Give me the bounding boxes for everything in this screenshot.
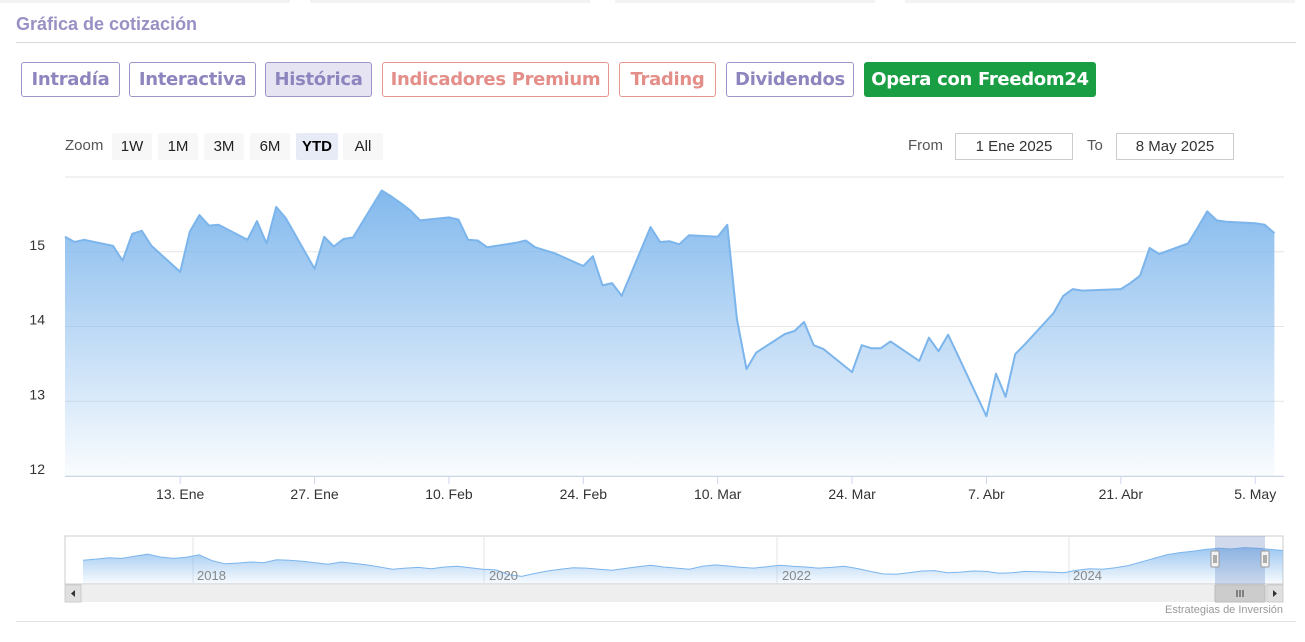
x-tick-label: 27. Ene	[290, 486, 338, 502]
chart-credit[interactable]: Estrategias de Inversión	[1164, 604, 1283, 616]
x-tick-label: 10. Feb	[425, 486, 473, 502]
from-label: From	[908, 137, 943, 154]
bottom-divider	[16, 621, 1296, 622]
navigator-year-label: 2018	[197, 568, 226, 583]
zoom-all-button[interactable]: All	[343, 133, 383, 160]
tab-trading[interactable]: Trading	[619, 62, 716, 97]
navigator-selection[interactable]	[1215, 536, 1265, 584]
opera-freedom24-button[interactable]: Opera con Freedom24	[864, 62, 1096, 97]
navigator-line	[82, 547, 1284, 577]
y-tick-label: 13	[29, 386, 45, 402]
zoom-ytd-button[interactable]: YTD	[296, 133, 338, 160]
tab-intradia[interactable]: Intradía	[21, 62, 120, 97]
title-divider	[16, 42, 1296, 43]
navigator-year-label: 2020	[489, 568, 518, 583]
zoom-1w-button[interactable]: 1W	[112, 133, 152, 160]
tab-indicadores-premium[interactable]: Indicadores Premium	[382, 62, 609, 97]
navigator-year-label: 2024	[1073, 568, 1102, 583]
price-area	[65, 190, 1275, 476]
x-tick-label: 7. Abr	[968, 486, 1005, 502]
zoom-6m-button[interactable]: 6M	[250, 133, 290, 160]
y-tick-label: 12	[29, 461, 45, 477]
x-tick-label: 21. Abr	[1099, 486, 1144, 502]
navigator-handle-left[interactable]	[1210, 550, 1220, 568]
navigator-year-label: 2022	[782, 568, 811, 583]
navigator-handle-right[interactable]	[1260, 550, 1270, 568]
section-title: Gráfica de cotización	[16, 14, 198, 34]
x-tick-label: 24. Mar	[828, 486, 876, 502]
zoom-1m-button[interactable]: 1M	[158, 133, 198, 160]
y-tick-label: 15	[29, 237, 45, 253]
x-tick-label: 10. Mar	[694, 486, 742, 502]
zoom-label: Zoom	[65, 137, 104, 154]
from-date-input[interactable]: 1 Ene 2025	[955, 133, 1073, 160]
price-line	[64, 189, 1276, 418]
x-tick-label: 13. Ene	[156, 486, 204, 502]
arrow-right-icon	[1273, 590, 1277, 597]
arrow-left-icon	[71, 590, 75, 597]
tab-historica[interactable]: Histórica	[265, 62, 372, 97]
tab-interactiva[interactable]: Interactiva	[129, 62, 256, 97]
scrollbar-track[interactable]	[65, 585, 1283, 602]
zoom-3m-button[interactable]: 3M	[204, 133, 244, 160]
y-tick-label: 14	[29, 312, 45, 328]
navigator-area	[83, 547, 1283, 584]
top-strip	[0, 0, 1305, 4]
x-tick-label: 5. May	[1234, 486, 1276, 502]
to-date-input[interactable]: 8 May 2025	[1116, 133, 1234, 160]
tab-dividendos[interactable]: Dividendos	[726, 62, 854, 97]
to-label: To	[1087, 137, 1103, 154]
x-tick-label: 24. Feb	[560, 486, 608, 502]
